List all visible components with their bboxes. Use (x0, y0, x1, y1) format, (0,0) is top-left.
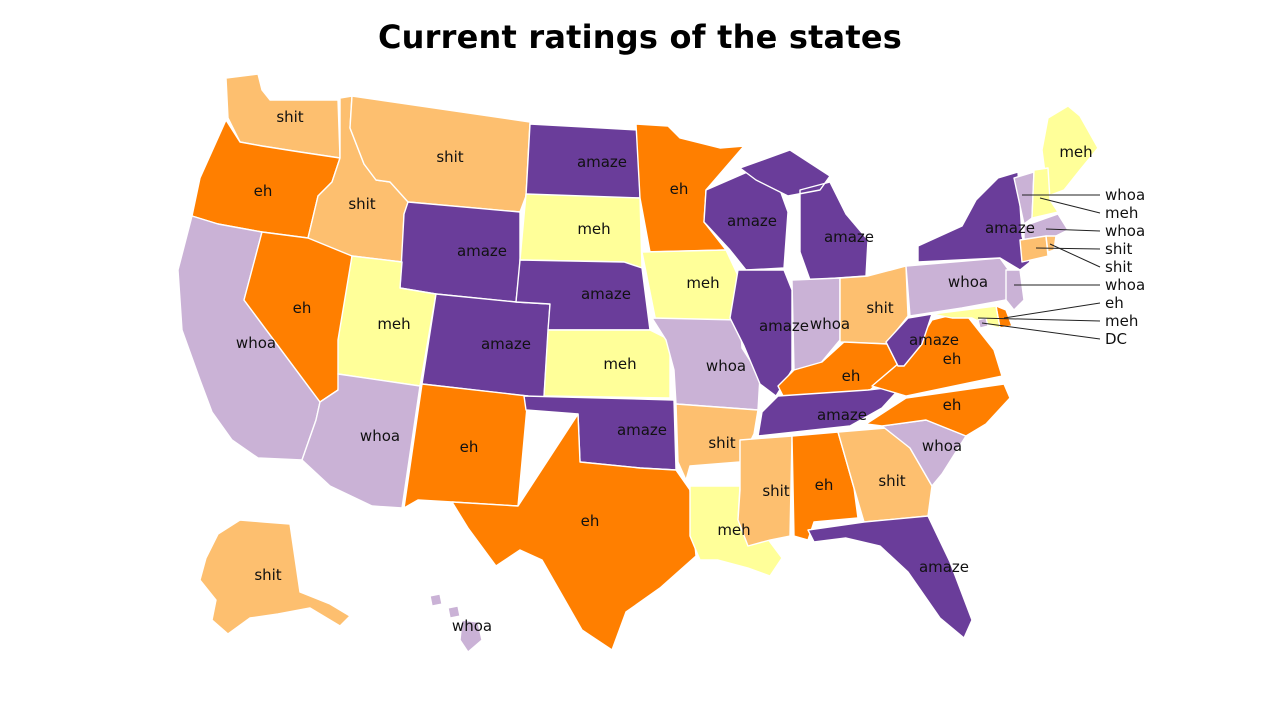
state-tn (757, 385, 903, 437)
state-label-ok: amaze (617, 421, 667, 439)
state-label-sd: meh (577, 220, 610, 238)
state-label-wi: amaze (727, 212, 777, 230)
state-label-nv: eh (293, 299, 312, 317)
state-label-sc: whoa (922, 437, 962, 455)
state-label-la: meh (717, 521, 750, 539)
state-label-ar: shit (708, 434, 735, 452)
state-label-wa: shit (276, 108, 303, 126)
state-label-ca: whoa (236, 334, 276, 352)
state-label-wy: amaze (457, 242, 507, 260)
leader-line-dc (981, 322, 1101, 340)
state-label-il: amaze (759, 317, 809, 335)
callout-label-nh: meh (1105, 204, 1138, 222)
state-label-ne: amaze (581, 285, 631, 303)
state-label-ia: meh (686, 274, 719, 292)
state-label-ms: shit (762, 482, 789, 500)
state-label-ga: shit (878, 472, 905, 490)
leader-line-ri (1049, 243, 1101, 268)
state-me (1041, 105, 1099, 197)
state-ut (337, 255, 437, 387)
state-label-fl: amaze (919, 558, 969, 576)
state-in (791, 277, 841, 371)
state-label-co: amaze (481, 335, 531, 353)
state-wv (885, 313, 933, 367)
state-label-wv: amaze (909, 331, 959, 349)
state-label-mt: shit (436, 148, 463, 166)
state-label-al: eh (815, 476, 834, 494)
state-label-az: whoa (360, 427, 400, 445)
state-label-oh: shit (866, 299, 893, 317)
state-nh (1031, 167, 1059, 219)
state-fl (807, 515, 973, 639)
leader-line-md (977, 317, 1101, 322)
state-tx (451, 413, 697, 651)
state-label-nd: amaze (577, 153, 627, 171)
state-label-id: shit (348, 195, 375, 213)
callout-label-dc: DC (1105, 330, 1127, 348)
callout-label-ri: shit (1105, 258, 1132, 276)
state-az (301, 373, 421, 509)
state-label-pa: whoa (948, 273, 988, 291)
state-oh (839, 265, 909, 345)
state-label-ky: eh (842, 367, 861, 385)
state-label-tx: eh (581, 512, 600, 530)
callout-label-ma: whoa (1105, 222, 1145, 240)
state-label-mo: whoa (706, 357, 746, 375)
state-label-hi: whoa (452, 617, 492, 635)
callout-label-ct: shit (1105, 240, 1132, 258)
state-nc (865, 383, 1011, 437)
state-il (729, 269, 793, 397)
map-title: Current ratings of the states (377, 18, 903, 56)
state-label-mn: eh (670, 180, 689, 198)
state-label-tn: amaze (817, 406, 867, 424)
leader-line-ma (1045, 228, 1101, 232)
state-mi (739, 149, 869, 281)
state-label-ut: meh (377, 315, 410, 333)
state-label-va: eh (943, 350, 962, 368)
state-nj (1005, 269, 1025, 311)
callout-label-de: eh (1105, 294, 1124, 312)
callout-label-nj: whoa (1105, 276, 1145, 294)
leader-line-de (1003, 302, 1101, 319)
state-ma (1023, 213, 1069, 241)
state-label-nc: eh (943, 396, 962, 414)
state-label-ak: shit (254, 566, 281, 584)
state-label-ks: meh (603, 355, 636, 373)
state-ct (1019, 235, 1049, 263)
callout-label-md: meh (1105, 312, 1138, 330)
state-label-ny: amaze (985, 219, 1035, 237)
state-hi (429, 593, 483, 653)
leader-line-nh (1039, 197, 1101, 214)
state-label-me: meh (1059, 143, 1092, 161)
state-ar (675, 403, 759, 481)
state-ks (543, 329, 671, 399)
state-label-mi: amaze (824, 228, 874, 246)
state-label-or: eh (254, 182, 273, 200)
state-ny (917, 171, 1031, 271)
leader-line-ct (1035, 247, 1101, 250)
state-label-in: whoa (810, 315, 850, 333)
state-ak (199, 519, 351, 635)
state-label-nm: eh (460, 438, 479, 456)
callout-label-vt: whoa (1105, 186, 1145, 204)
